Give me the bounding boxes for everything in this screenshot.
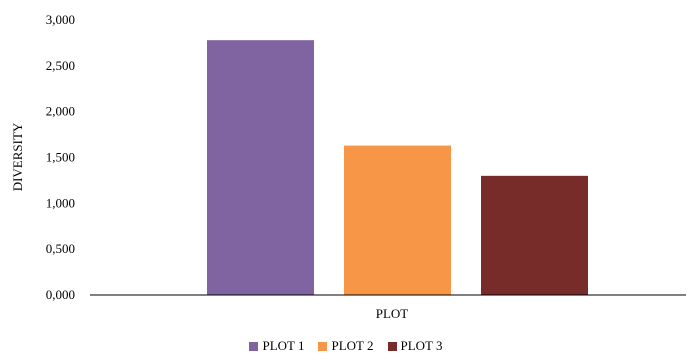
legend-label: PLOT 2 <box>331 338 374 353</box>
legend-item: PLOT 1 <box>249 338 304 354</box>
y-axis-title: DIVERSITY <box>10 122 25 191</box>
legend-label: PLOT 3 <box>400 338 443 353</box>
y-tick-label: 2,500 <box>46 58 75 73</box>
y-tick-label: 0,500 <box>46 241 75 256</box>
bar-plot-3 <box>481 175 588 295</box>
y-tick-label: 2,000 <box>46 104 75 119</box>
x-axis-title: PLOT <box>376 306 409 321</box>
legend-item: PLOT 2 <box>318 338 374 354</box>
y-tick-label: 1,000 <box>46 195 75 210</box>
bar-chart: 0,000 0,500 1,000 1,500 2,000 2,500 3,000 PLOT… <box>10 12 686 321</box>
bar-plot-2 <box>344 145 451 295</box>
legend: PLOT 1 PLOT 2 PLOT 3 <box>0 337 692 355</box>
bar-plot-1 <box>207 40 314 295</box>
legend-swatch <box>387 341 397 351</box>
y-tick-label: 1,500 <box>46 150 75 165</box>
legend-swatch <box>318 341 328 351</box>
legend-item: PLOT 3 <box>387 338 443 354</box>
y-tick-label: 0,000 <box>46 287 75 302</box>
y-axis-ticks: 0,000 0,500 1,000 1,500 2,000 2,500 3,000 <box>46 12 75 302</box>
legend-label: PLOT 1 <box>262 338 305 353</box>
bars <box>207 40 588 295</box>
legend-swatch <box>249 341 259 351</box>
y-tick-label: 3,000 <box>46 12 75 27</box>
